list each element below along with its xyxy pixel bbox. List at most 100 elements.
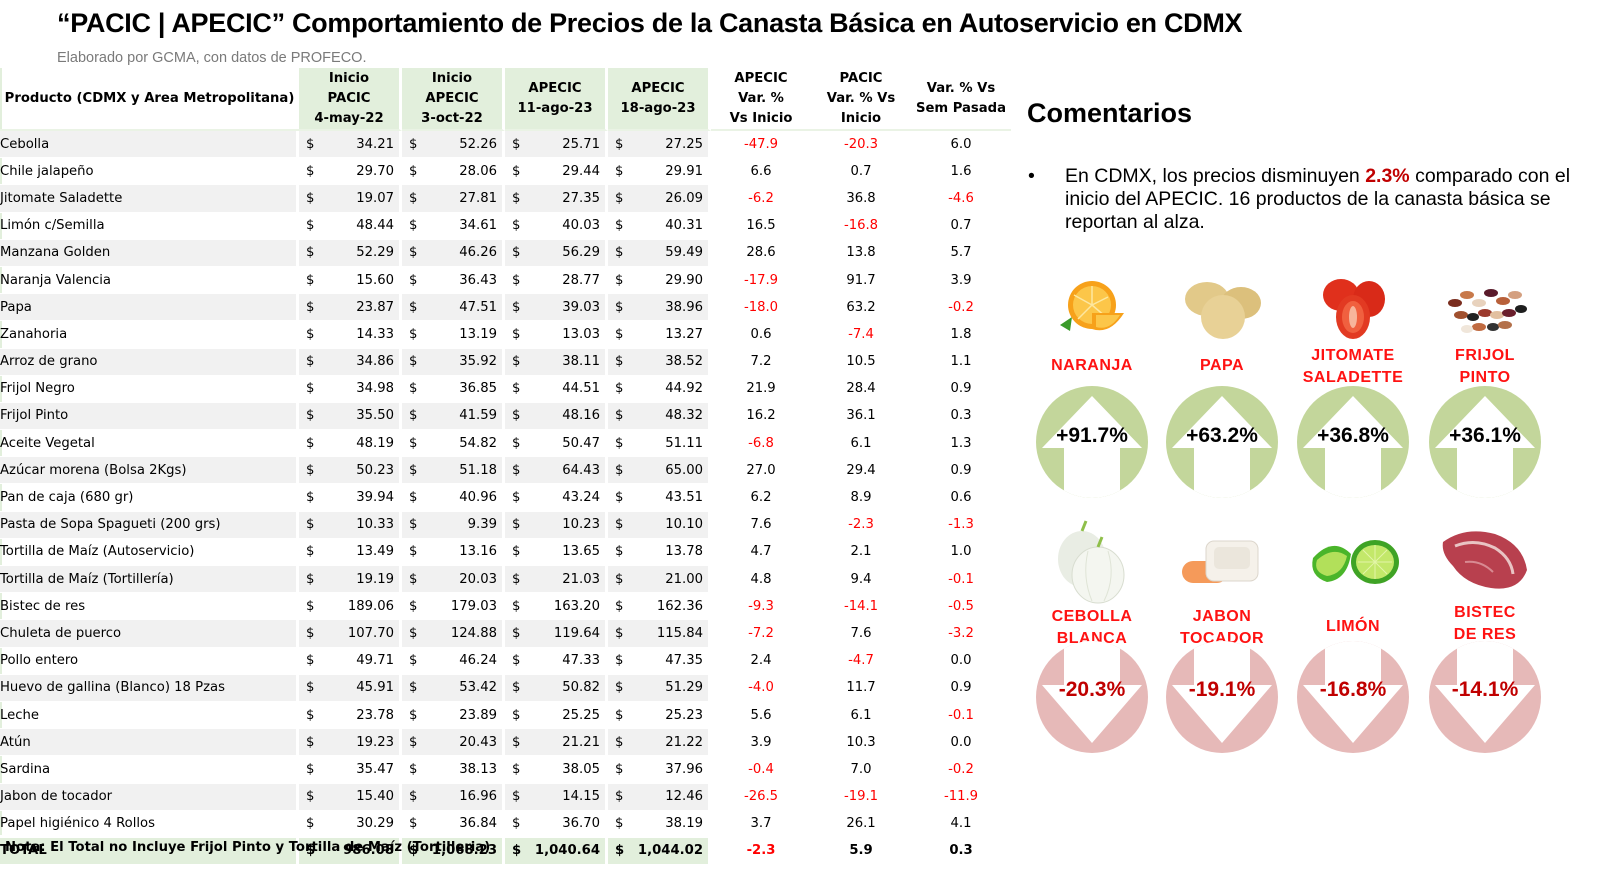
product-name: Chuleta de puerco xyxy=(0,620,299,648)
price-pacic: $19.19 xyxy=(299,566,402,594)
product-name: Pollo entero xyxy=(0,647,299,675)
currency-symbol: $ xyxy=(615,653,624,669)
currency-symbol: $ xyxy=(512,571,521,587)
price-pacic: $34.86 xyxy=(299,348,402,376)
price-value: 50.82 xyxy=(562,680,600,696)
currency-symbol: $ xyxy=(306,544,315,560)
currency-symbol: $ xyxy=(409,299,418,315)
price-value: 21.22 xyxy=(665,734,703,750)
price-value: 13.78 xyxy=(665,544,703,560)
var-apecic: 27.0 xyxy=(711,457,811,485)
var-apecic: -7.2 xyxy=(711,620,811,648)
currency-symbol: $ xyxy=(306,218,315,234)
var-apecic: -18.0 xyxy=(711,294,811,322)
product-name: Sardina xyxy=(0,756,299,784)
currency-symbol: $ xyxy=(409,190,418,206)
product-name: Naranja Valencia xyxy=(0,266,299,295)
currency-symbol: $ xyxy=(409,653,418,669)
currency-symbol: $ xyxy=(409,218,418,234)
highlight-label: FRIJOL PINTO xyxy=(1420,345,1550,388)
table-row: Bistec de res $189.06 $179.03 $163.20 $162.3… xyxy=(0,593,1011,621)
highlight-card-up: PAPA +63.2% xyxy=(1157,268,1287,498)
price-pacic: $10.33 xyxy=(299,511,402,539)
currency-symbol: $ xyxy=(306,462,315,478)
currency-symbol: $ xyxy=(615,435,624,451)
currency-symbol: $ xyxy=(615,408,624,424)
currency-symbol: $ xyxy=(615,299,624,315)
currency-symbol: $ xyxy=(306,734,315,750)
product-name: Papel higiénico 4 Rollos xyxy=(0,810,299,838)
currency-symbol: $ xyxy=(409,462,418,478)
currency-symbol: $ xyxy=(306,816,315,832)
price-w1: $39.03 xyxy=(505,294,608,322)
price-pacic: $50.23 xyxy=(299,457,402,485)
price-value: 36.70 xyxy=(562,816,600,832)
currency-symbol: $ xyxy=(409,816,418,832)
price-w2: $38.19 xyxy=(608,810,711,838)
price-value: 12.46 xyxy=(665,789,703,805)
price-w2: $48.32 xyxy=(608,402,711,431)
highlight-card-down: CEBOLLA BLANCA -20.3% xyxy=(1027,518,1157,753)
soap-icon xyxy=(1157,518,1287,606)
var-sem: 0.9 xyxy=(911,675,1011,702)
table-row: Zanahoria $14.33 $13.19 $13.03 $13.27 0.6 -7.4… xyxy=(0,321,1011,349)
var-sem: 4.1 xyxy=(911,811,1011,838)
var-pacic: 10.5 xyxy=(811,349,911,376)
price-w1: $29.44 xyxy=(505,158,608,186)
currency-symbol: $ xyxy=(306,707,315,723)
var-pacic: -2.3 xyxy=(811,512,911,539)
percent-change-value: +36.8% xyxy=(1317,424,1389,447)
price-value: 48.32 xyxy=(665,408,703,424)
var-apecic: 16.2 xyxy=(711,403,811,431)
var-pacic: 2.1 xyxy=(811,539,911,566)
price-w1: $47.33 xyxy=(505,647,608,675)
price-value: 37.96 xyxy=(665,761,703,777)
var-pacic: 36.8 xyxy=(811,185,911,213)
price-value: 13.49 xyxy=(356,544,394,560)
price-value: 50.23 xyxy=(356,462,394,478)
price-value: 29.70 xyxy=(356,163,394,179)
price-value: 10.10 xyxy=(665,517,703,533)
var-pacic: 63.2 xyxy=(811,294,911,322)
percent-change-value: +63.2% xyxy=(1186,424,1258,447)
var-sem: 1.8 xyxy=(911,321,1011,349)
highlight-label-line: CEBOLLA xyxy=(1051,608,1133,625)
potato-icon xyxy=(1157,268,1287,348)
currency-symbol: $ xyxy=(409,245,418,261)
var-apecic: 2.4 xyxy=(711,648,811,675)
price-value: 19.07 xyxy=(356,190,394,206)
var-apecic: 16.5 xyxy=(711,213,811,240)
price-value: 38.11 xyxy=(562,354,600,370)
price-w1: $25.25 xyxy=(505,701,608,730)
table-row: Tortilla de Maíz (Tortillería) $19.19 $20.… xyxy=(0,566,1011,594)
price-pacic: $30.29 xyxy=(299,810,402,838)
price-value: 51.29 xyxy=(665,680,703,696)
price-value: 15.40 xyxy=(356,789,394,805)
currency-symbol: $ xyxy=(615,272,624,288)
product-name: Chile jalapeño xyxy=(0,158,299,186)
price-w1: $43.24 xyxy=(505,484,608,512)
product-name: Jitomate Saladette xyxy=(0,185,299,213)
var-pacic: 5.9 xyxy=(811,837,911,866)
price-w1: $44.51 xyxy=(505,375,608,403)
highlight-label-line: LIMÓN xyxy=(1325,618,1381,635)
currency-symbol: $ xyxy=(512,381,521,397)
price-apecic: $124.88 xyxy=(402,620,505,648)
price-value: 35.92 xyxy=(459,354,497,370)
header-line: Var. % Vs xyxy=(826,90,896,106)
arrow-up-icon xyxy=(1303,396,1403,498)
highlight-label: JITOMATE SALADETTE xyxy=(1288,345,1418,388)
header-line: Inicio xyxy=(840,110,882,126)
var-apecic: -4.0 xyxy=(711,675,811,702)
table-row: Chuleta de puerco $107.70 $124.88 $119.64 $1… xyxy=(0,620,1011,648)
currency-symbol: $ xyxy=(306,789,315,805)
currency-symbol: $ xyxy=(306,299,315,315)
product-name: Leche xyxy=(0,701,299,730)
table-body: Cebolla $34.21 $52.26 $25.71 $27.25 -47.9 -20.… xyxy=(0,131,1011,866)
var-pacic: 6.1 xyxy=(811,702,911,730)
price-value: 40.31 xyxy=(665,218,703,234)
product-name: Huevo de gallina (Blanco) 18 Pzas xyxy=(0,674,299,702)
highlight-card-up: NARANJA +91.7% xyxy=(1027,268,1157,498)
price-w2: $37.96 xyxy=(608,756,711,784)
currency-symbol: $ xyxy=(512,435,521,451)
